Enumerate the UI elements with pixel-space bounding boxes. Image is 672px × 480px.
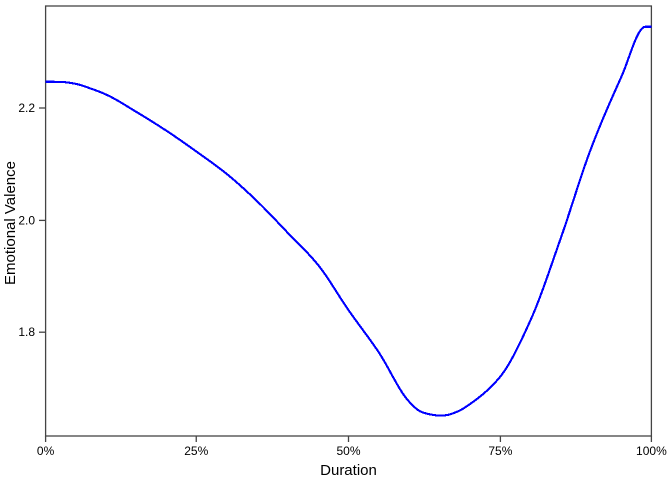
- svg-text:Emotional Valence: Emotional Valence: [2, 161, 19, 285]
- svg-text:1.8: 1.8: [18, 325, 35, 339]
- svg-text:0%: 0%: [37, 444, 55, 458]
- svg-text:25%: 25%: [184, 444, 208, 458]
- svg-text:2.2: 2.2: [18, 101, 35, 115]
- svg-text:2.0: 2.0: [18, 213, 35, 227]
- svg-text:100%: 100%: [636, 444, 667, 458]
- svg-text:75%: 75%: [488, 444, 512, 458]
- svg-text:50%: 50%: [336, 444, 360, 458]
- svg-text:Duration: Duration: [320, 462, 377, 479]
